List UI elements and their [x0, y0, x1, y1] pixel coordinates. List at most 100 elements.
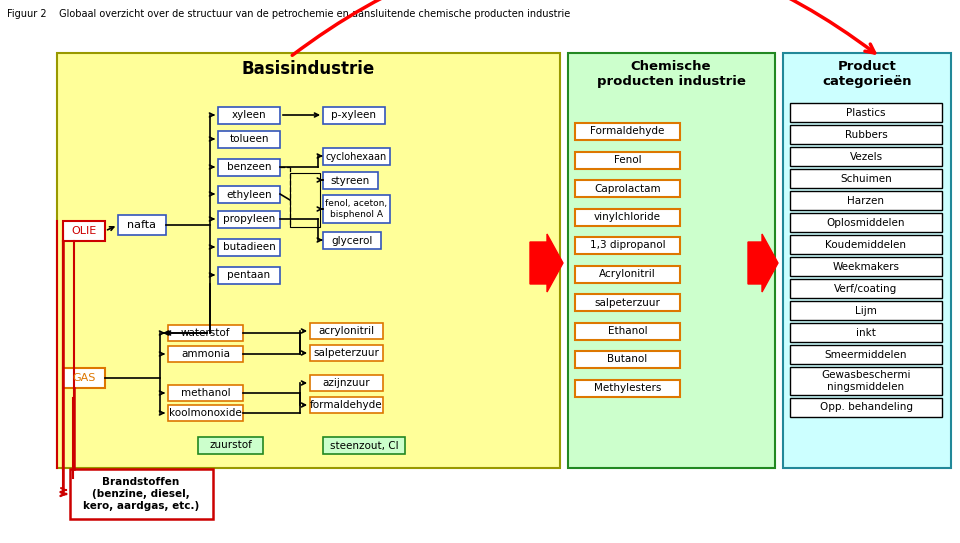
Bar [168, 385, 243, 401]
Bar [323, 437, 405, 454]
Bar [218, 211, 280, 228]
Text: salpeterzuur: salpeterzuur [594, 298, 660, 307]
Bar [568, 53, 775, 468]
Bar [575, 151, 680, 168]
Text: Brandstoffen
(benzine, diesel,
kero, aardgas, etc.): Brandstoffen (benzine, diesel, kero, aar… [83, 477, 199, 510]
Bar [290, 173, 320, 227]
Text: Smeermiddelen: Smeermiddelen [825, 350, 907, 359]
Bar [790, 323, 942, 342]
Text: Koudemiddelen: Koudemiddelen [826, 239, 906, 249]
Text: tolueen: tolueen [229, 135, 269, 144]
Text: Basisindustrie: Basisindustrie [241, 60, 374, 78]
Bar [198, 437, 263, 454]
Text: Plastics: Plastics [847, 108, 886, 117]
Bar [575, 209, 680, 225]
Text: styreen: styreen [331, 175, 371, 186]
Bar [790, 345, 942, 364]
Text: p-xyleen: p-xyleen [331, 110, 376, 121]
Text: azijnzuur: azijnzuur [323, 378, 371, 388]
Bar [63, 368, 105, 388]
Text: butadieen: butadieen [223, 243, 276, 252]
Text: Formaldehyde: Formaldehyde [590, 127, 664, 136]
Bar [323, 107, 385, 124]
Bar [310, 397, 383, 413]
Bar [790, 169, 942, 188]
Text: Gewasbeschermi
ningsmiddelen: Gewasbeschermi ningsmiddelen [821, 370, 911, 392]
Text: Fenol: Fenol [613, 155, 641, 165]
Text: zuurstof: zuurstof [209, 440, 252, 451]
Bar [783, 53, 951, 468]
Bar [323, 148, 390, 165]
Bar [168, 325, 243, 341]
Bar [790, 367, 942, 395]
Text: fenol, aceton,
bisphenol A: fenol, aceton, bisphenol A [325, 199, 388, 219]
Text: steenzout, Cl: steenzout, Cl [329, 440, 398, 451]
Text: propyleen: propyleen [223, 214, 276, 224]
Text: ammonia: ammonia [181, 349, 230, 359]
Bar [218, 159, 280, 176]
Bar [790, 125, 942, 144]
Bar [57, 53, 560, 468]
Bar [323, 232, 381, 249]
Bar [790, 398, 942, 417]
Text: 1,3 dipropanol: 1,3 dipropanol [589, 241, 665, 250]
Bar [575, 351, 680, 368]
Bar [218, 186, 280, 203]
Text: nafta: nafta [128, 220, 156, 230]
Text: waterstof: waterstof [180, 328, 230, 338]
Text: Schuimen: Schuimen [840, 174, 892, 184]
Text: Lijm: Lijm [855, 306, 876, 315]
Bar [790, 213, 942, 232]
Text: Rubbers: Rubbers [845, 129, 887, 140]
Text: formaldehyde: formaldehyde [310, 400, 383, 410]
Text: xyleen: xyleen [231, 110, 266, 121]
FancyArrow shape [748, 234, 778, 292]
Bar [310, 345, 383, 361]
Bar [118, 215, 166, 235]
Text: Ethanol: Ethanol [608, 326, 647, 336]
Text: cyclohexaan: cyclohexaan [325, 151, 387, 161]
Text: Caprolactam: Caprolactam [594, 184, 660, 193]
Text: Harzen: Harzen [848, 195, 884, 205]
Text: Butanol: Butanol [608, 355, 648, 364]
Text: acrylonitril: acrylonitril [319, 326, 374, 336]
FancyArrow shape [530, 234, 563, 292]
Bar [575, 323, 680, 339]
Bar [218, 131, 280, 148]
Bar [790, 235, 942, 254]
Bar [168, 346, 243, 362]
Text: benzeen: benzeen [227, 162, 272, 173]
Text: ethyleen: ethyleen [227, 190, 272, 199]
Bar [63, 221, 105, 241]
Bar [70, 469, 213, 519]
Text: pentaan: pentaan [228, 270, 271, 281]
Text: Oplosmiddelen: Oplosmiddelen [827, 218, 905, 228]
Text: GAS: GAS [72, 373, 96, 383]
Bar [218, 267, 280, 284]
Text: Chemische
producten industrie: Chemische producten industrie [596, 60, 745, 88]
Bar [790, 147, 942, 166]
Bar [790, 103, 942, 122]
Text: koolmonoxide: koolmonoxide [169, 408, 242, 418]
Bar [323, 172, 378, 189]
Bar [218, 107, 280, 124]
Bar [310, 375, 383, 391]
Bar [575, 123, 680, 140]
Text: Weekmakers: Weekmakers [832, 262, 900, 272]
Bar [323, 195, 390, 223]
Text: Verf/coating: Verf/coating [834, 283, 898, 294]
Text: vinylchloride: vinylchloride [594, 212, 661, 222]
Text: Acrylonitril: Acrylonitril [599, 269, 656, 279]
Text: Opp. behandeling: Opp. behandeling [820, 402, 913, 413]
Bar [575, 237, 680, 254]
Text: glycerol: glycerol [331, 236, 372, 245]
Bar [575, 266, 680, 282]
Bar [310, 323, 383, 339]
Text: Vezels: Vezels [850, 151, 882, 161]
Bar [575, 294, 680, 311]
Bar [218, 239, 280, 256]
Bar [790, 279, 942, 298]
Bar [790, 301, 942, 320]
Bar [168, 405, 243, 421]
Text: salpeterzuur: salpeterzuur [314, 348, 379, 358]
